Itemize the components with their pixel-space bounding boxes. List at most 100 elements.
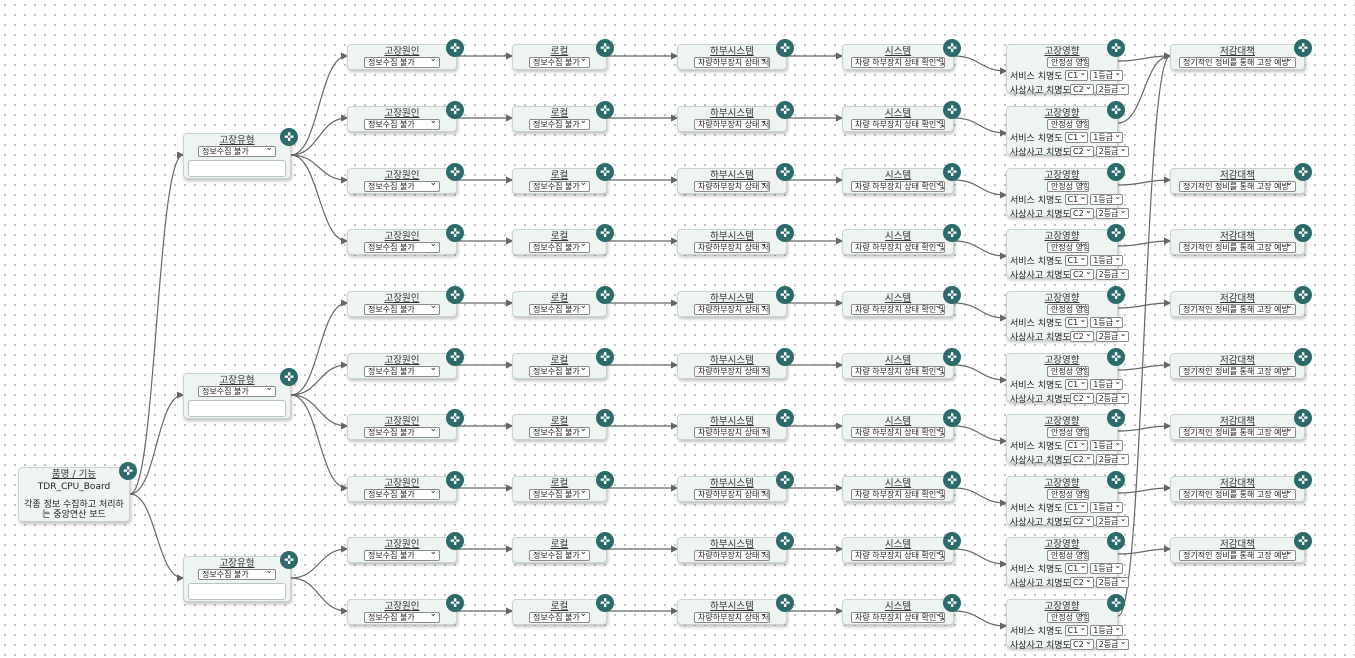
mitigation-node[interactable]: 저감대책 정기적인 정비를 통해 고장 예방 bbox=[1170, 409, 1312, 440]
failure-type-node[interactable]: 고장유형 정보수집 불가 bbox=[183, 368, 298, 419]
safety-level-select[interactable]: 2등급 bbox=[1095, 452, 1129, 465]
move-arrows-icon[interactable] bbox=[1107, 594, 1125, 612]
safety-grade-select[interactable]: C2 bbox=[1070, 206, 1094, 219]
safety-grade-select[interactable]: C2 bbox=[1070, 514, 1094, 527]
move-arrows-icon[interactable] bbox=[1294, 224, 1312, 242]
mitigation-select[interactable]: 정기적인 정비를 통해 고장 예방 bbox=[1179, 304, 1296, 315]
failure-cause-select[interactable]: 정보수집 불가 bbox=[364, 57, 440, 68]
local-effect-select[interactable]: 정보수집 불가 bbox=[529, 57, 590, 68]
move-arrows-icon[interactable] bbox=[1107, 39, 1125, 57]
local-effect-node[interactable]: 로컬 정보수집 불가 bbox=[512, 594, 614, 625]
mitigation-node[interactable]: 저감대책 정기적인 정비를 통해 고장 예방 bbox=[1170, 471, 1312, 502]
safety-grade-select[interactable]: C2 bbox=[1070, 329, 1094, 342]
system-effect-node[interactable]: 시스템 차량 하부장치 상태 확인 및 bbox=[842, 163, 961, 194]
move-arrows-icon[interactable] bbox=[1107, 409, 1125, 427]
system-effect-select[interactable]: 차량 하부장치 상태 확인 및 bbox=[851, 119, 945, 130]
system-effect-node[interactable]: 시스템 차량 하부장치 상태 확인 및 bbox=[842, 39, 961, 70]
system-effect-select[interactable]: 차량 하부장치 상태 확인 및 bbox=[851, 242, 945, 253]
move-arrows-icon[interactable] bbox=[1294, 163, 1312, 181]
effect-select[interactable]: 안정성 영향 bbox=[1047, 550, 1089, 561]
service-grade-select[interactable]: C1 bbox=[1064, 253, 1089, 266]
move-arrows-icon[interactable] bbox=[1294, 471, 1312, 489]
move-arrows-icon[interactable] bbox=[446, 286, 464, 304]
move-arrows-icon[interactable] bbox=[596, 101, 614, 119]
local-effect-node[interactable]: 로컬 정보수집 불가 bbox=[512, 409, 614, 440]
failure-type-select[interactable]: 정보수집 불가 bbox=[198, 146, 276, 157]
move-arrows-icon[interactable] bbox=[280, 128, 298, 146]
local-effect-select[interactable]: 정보수집 불가 bbox=[529, 304, 590, 315]
system-effect-node[interactable]: 시스템 차량 하부장치 상태 확인 및 bbox=[842, 409, 961, 440]
local-effect-select[interactable]: 정보수집 불가 bbox=[529, 119, 590, 130]
move-arrows-icon[interactable] bbox=[596, 286, 614, 304]
failure-cause-select[interactable]: 정보수집 불가 bbox=[364, 366, 440, 377]
move-arrows-icon[interactable] bbox=[1294, 348, 1312, 366]
move-arrows-icon[interactable] bbox=[280, 551, 298, 569]
system-effect-select[interactable]: 차량 하부장치 상태 확인 및 bbox=[851, 181, 945, 192]
effect-select[interactable]: 안정성 영향 bbox=[1047, 119, 1089, 130]
move-arrows-icon[interactable] bbox=[943, 594, 961, 612]
move-arrows-icon[interactable] bbox=[943, 101, 961, 119]
service-grade-select[interactable]: C1 bbox=[1064, 500, 1089, 513]
mitigation-node[interactable]: 저감대책 정기적인 정비를 통해 고장 예방 bbox=[1170, 286, 1312, 317]
failure-cause-select[interactable]: 정보수집 불가 bbox=[364, 304, 440, 315]
failure-cause-node[interactable]: 고장원인 정보수집 불가 bbox=[347, 39, 464, 70]
safety-level-select[interactable]: 2등급 bbox=[1095, 637, 1129, 650]
failure-type-select[interactable]: 정보수집 불가 bbox=[198, 386, 276, 397]
safety-level-select[interactable]: 2등급 bbox=[1095, 391, 1129, 404]
system-effect-node[interactable]: 시스템 차량 하부장치 상태 확인 및 bbox=[842, 101, 961, 132]
local-effect-select[interactable]: 정보수집 불가 bbox=[529, 612, 590, 623]
move-arrows-icon[interactable] bbox=[1107, 224, 1125, 242]
service-grade-select[interactable]: C1 bbox=[1064, 130, 1089, 143]
failure-cause-select[interactable]: 정보수집 불가 bbox=[364, 550, 440, 561]
move-arrows-icon[interactable] bbox=[596, 348, 614, 366]
move-arrows-icon[interactable] bbox=[1107, 101, 1125, 119]
local-effect-node[interactable]: 로컬 정보수집 불가 bbox=[512, 101, 614, 132]
failure-cause-node[interactable]: 고장원인 정보수집 불가 bbox=[347, 286, 464, 317]
service-grade-select[interactable]: C1 bbox=[1064, 438, 1089, 451]
local-effect-select[interactable]: 정보수집 불가 bbox=[529, 242, 590, 253]
safety-level-select[interactable]: 2등급 bbox=[1095, 82, 1129, 95]
move-arrows-icon[interactable] bbox=[446, 224, 464, 242]
failure-type-note-input[interactable] bbox=[188, 160, 286, 177]
failure-cause-node[interactable]: 고장원인 정보수집 불가 bbox=[347, 409, 464, 440]
move-arrows-icon[interactable] bbox=[943, 286, 961, 304]
move-arrows-icon[interactable] bbox=[446, 39, 464, 57]
subsystem-effect-select[interactable]: 차량하부장치 상태 저장 불가 bbox=[694, 57, 770, 68]
move-arrows-icon[interactable] bbox=[943, 471, 961, 489]
local-effect-select[interactable]: 정보수집 불가 bbox=[529, 366, 590, 377]
mitigation-select[interactable]: 정기적인 정비를 통해 고장 예방 bbox=[1179, 242, 1296, 253]
move-arrows-icon[interactable] bbox=[1107, 348, 1125, 366]
safety-level-select[interactable]: 2등급 bbox=[1095, 514, 1129, 527]
service-grade-select[interactable]: C1 bbox=[1064, 315, 1089, 328]
safety-grade-select[interactable]: C2 bbox=[1070, 452, 1094, 465]
mitigation-select[interactable]: 정기적인 정비를 통해 고장 예방 bbox=[1179, 366, 1296, 377]
mitigation-node[interactable]: 저감대책 정기적인 정비를 통해 고장 예방 bbox=[1170, 224, 1312, 255]
failure-cause-node[interactable]: 고장원인 정보수집 불가 bbox=[347, 471, 464, 502]
local-effect-node[interactable]: 로컬 정보수집 불가 bbox=[512, 163, 614, 194]
move-arrows-icon[interactable] bbox=[280, 368, 298, 386]
local-effect-select[interactable]: 정보수집 불가 bbox=[529, 181, 590, 192]
move-arrows-icon[interactable] bbox=[1107, 286, 1125, 304]
system-effect-node[interactable]: 시스템 차량 하부장치 상태 확인 및 bbox=[842, 532, 961, 563]
move-arrows-icon[interactable] bbox=[776, 409, 794, 427]
mitigation-node[interactable]: 저감대책 정기적인 정비를 통해 고장 예방 bbox=[1170, 163, 1312, 194]
safety-grade-select[interactable]: C2 bbox=[1070, 267, 1094, 280]
subsystem-effect-select[interactable]: 차량하부장치 상태 저장 불가 bbox=[694, 489, 770, 500]
failure-type-node[interactable]: 고장유형 정보수집 불가 bbox=[183, 128, 298, 179]
move-arrows-icon[interactable] bbox=[943, 348, 961, 366]
move-arrows-icon[interactable] bbox=[596, 39, 614, 57]
failure-cause-node[interactable]: 고장원인 정보수집 불가 bbox=[347, 224, 464, 255]
move-arrows-icon[interactable] bbox=[446, 348, 464, 366]
failure-type-note-input[interactable] bbox=[188, 400, 286, 417]
mitigation-node[interactable]: 저감대책 정기적인 정비를 통해 고장 예방 bbox=[1170, 39, 1312, 70]
service-grade-select[interactable]: C1 bbox=[1064, 377, 1089, 390]
safety-grade-select[interactable]: C2 bbox=[1070, 575, 1094, 588]
move-arrows-icon[interactable] bbox=[1294, 532, 1312, 550]
